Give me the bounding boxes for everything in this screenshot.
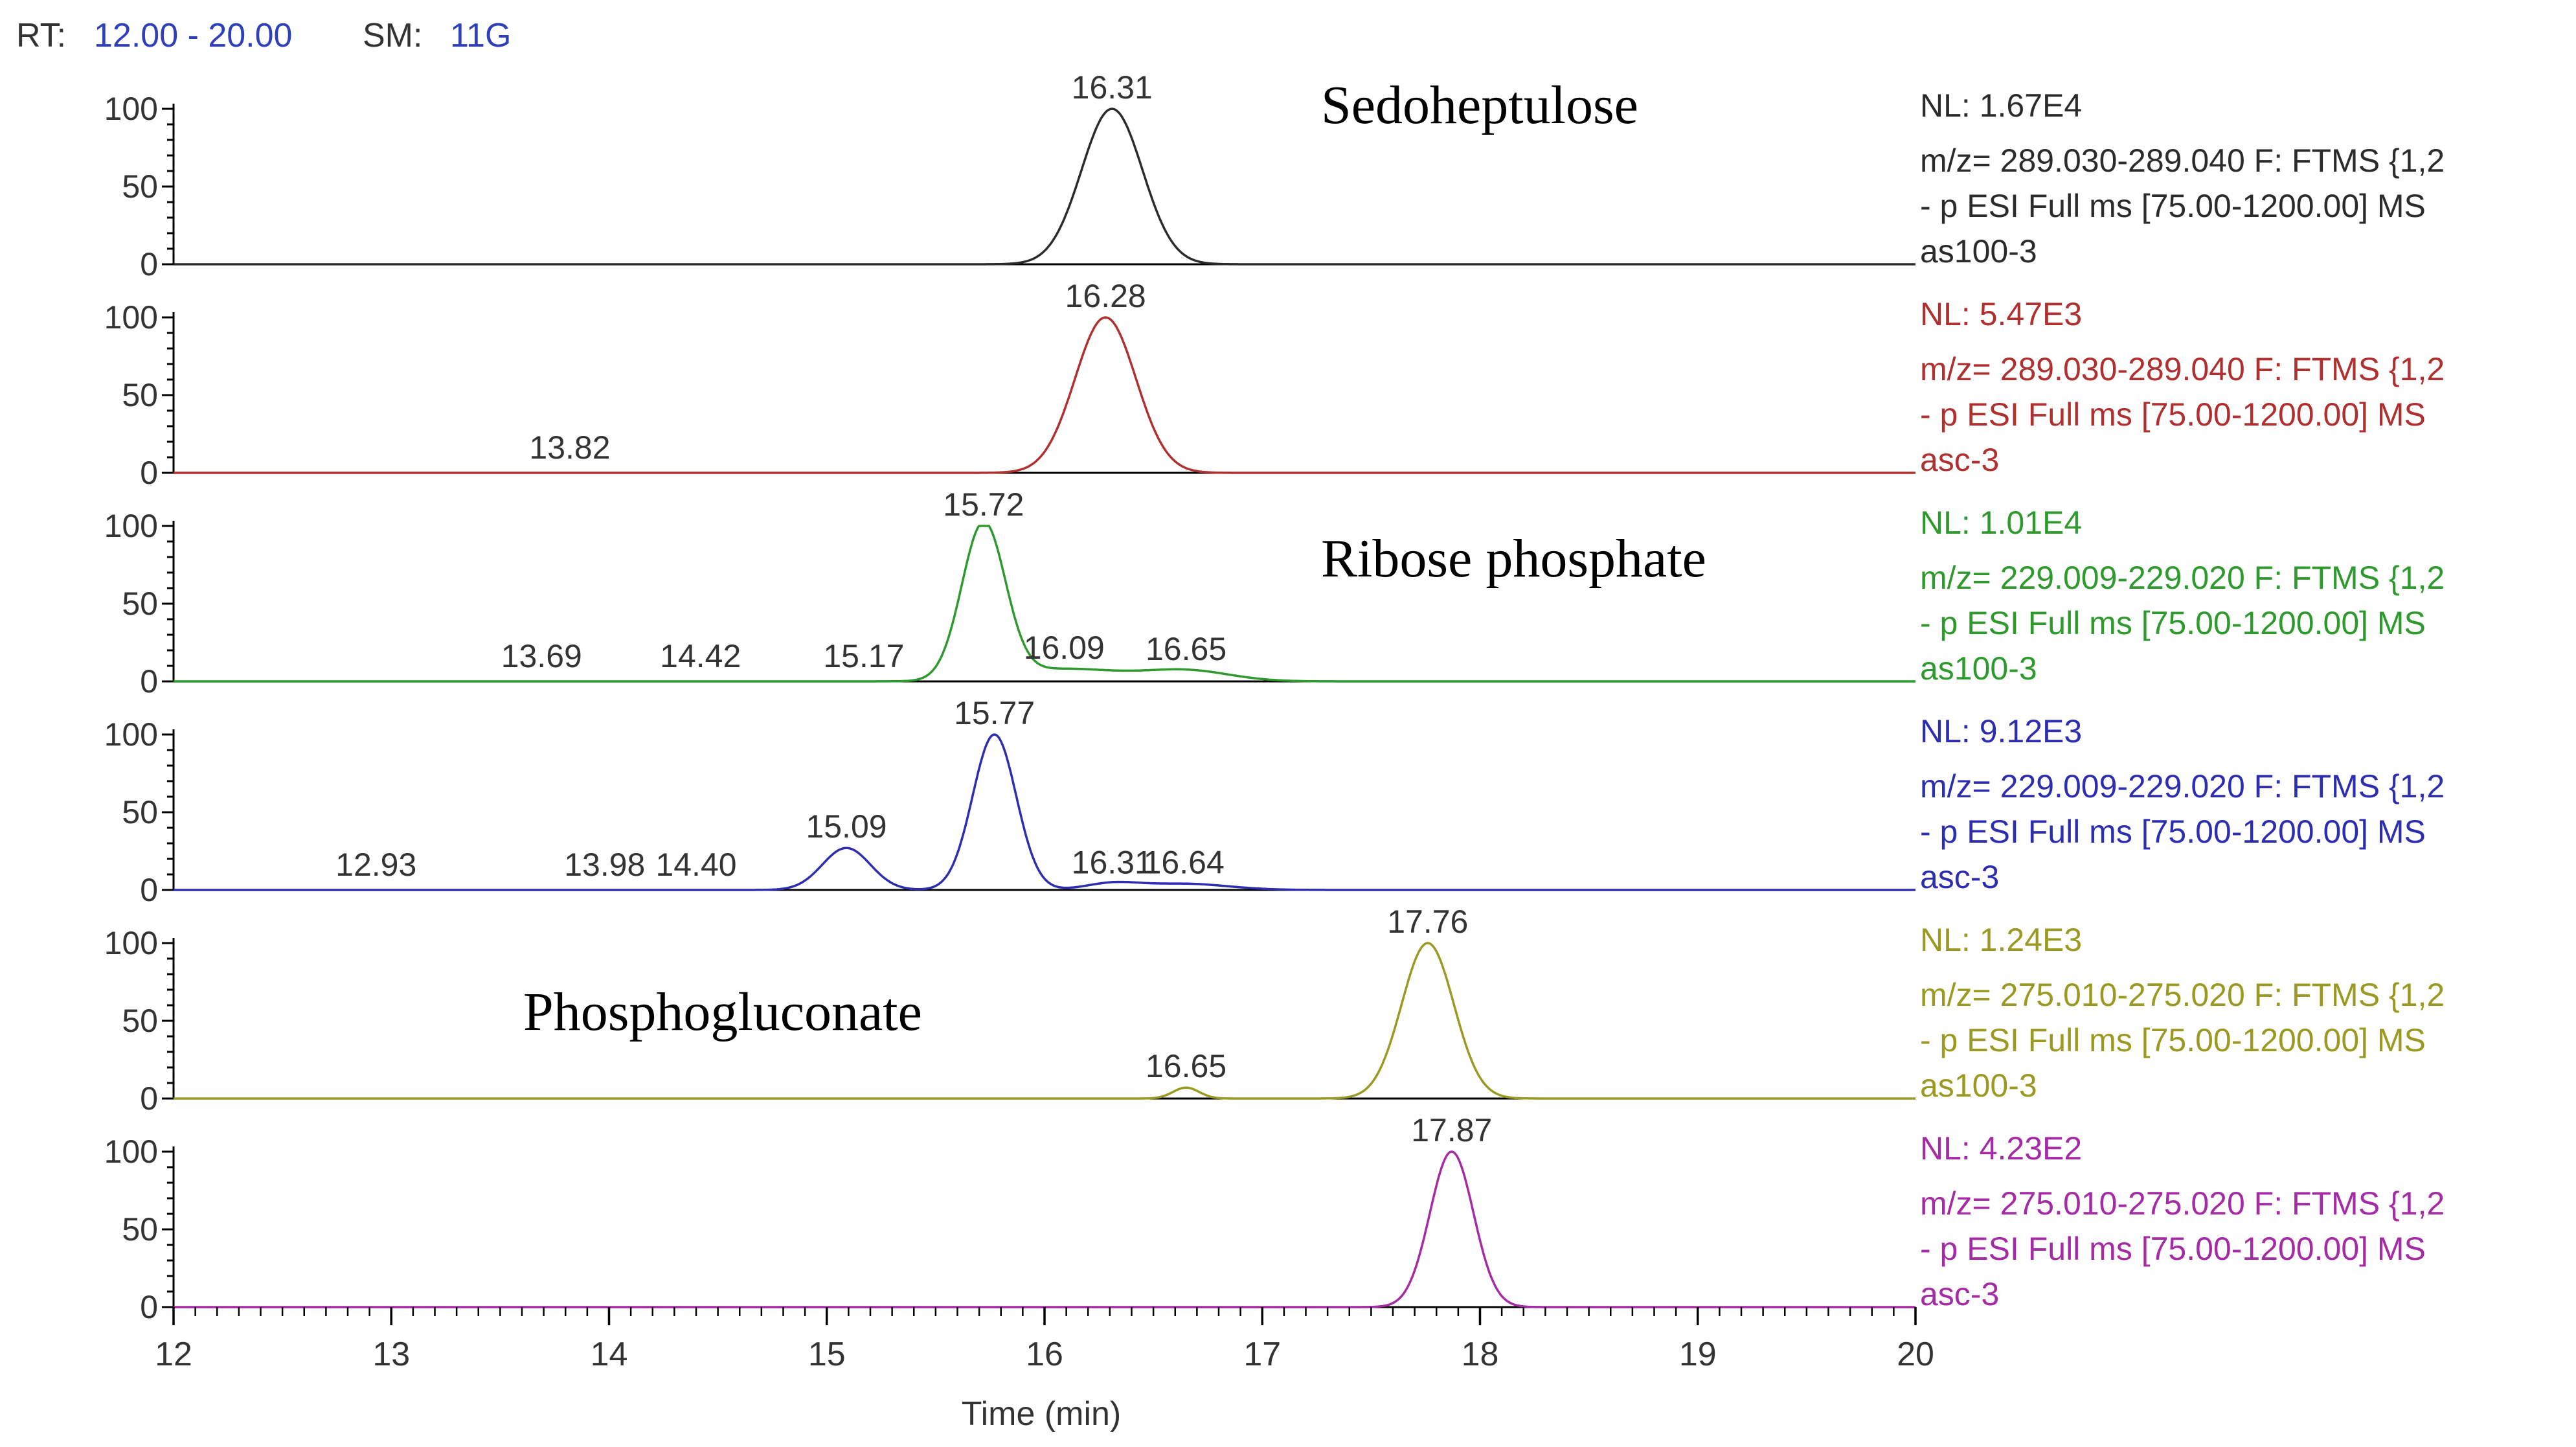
trace-info: NL: 1.24E3 m/z= 275.010-275.020 F: FTMS {… <box>1920 922 2445 1104</box>
peak-label: 15.72 <box>943 486 1024 523</box>
peak-label: 16.31 <box>1072 844 1153 880</box>
sample-name: asc-3 <box>1920 442 1999 478</box>
peak-label: 16.65 <box>1146 631 1226 667</box>
y-tick-label: 0 <box>140 872 158 908</box>
trace-info: NL: 4.23E2 m/z= 275.010-275.020 F: FTMS {… <box>1920 1130 2445 1312</box>
filter-line-1: m/z= 275.010-275.020 F: FTMS {1,2 <box>1920 1185 2445 1222</box>
peak-label: 16.65 <box>1146 1048 1226 1084</box>
sample-name: as100-3 <box>1920 1067 2037 1104</box>
y-tick-label: 0 <box>140 246 158 282</box>
peak-label: 16.31 <box>1072 69 1153 106</box>
y-tick-label: 100 <box>104 925 158 961</box>
y-tick-label: 50 <box>122 794 158 830</box>
x-tick-label: 13 <box>372 1336 410 1373</box>
filter-line-2: - p ESI Full ms [75.00-1200.00] MS <box>1920 1231 2426 1267</box>
x-tick-label: 17 <box>1243 1336 1281 1373</box>
y-tick-label: 50 <box>122 1003 158 1039</box>
y-tick-label: 50 <box>122 586 158 622</box>
filter-line-2: - p ESI Full ms [75.00-1200.00] MS <box>1920 396 2426 433</box>
filter-line-1: m/z= 229.009-229.020 F: FTMS {1,2 <box>1920 768 2445 804</box>
filter-line-2: - p ESI Full ms [75.00-1200.00] MS <box>1920 605 2426 641</box>
x-tick-label: 18 <box>1462 1336 1499 1373</box>
y-tick-label: 50 <box>122 168 158 205</box>
x-tick-label: 16 <box>1026 1336 1063 1373</box>
minor-peak-label: 14.40 <box>655 847 736 883</box>
chromatogram-panel: 0 50 100 16.65 17.76 Phosphogluconate NL: 1.24… <box>104 904 2445 1117</box>
peak-label: 16.09 <box>1024 630 1105 666</box>
peak-label: 15.77 <box>954 695 1035 731</box>
y-tick-label: 100 <box>104 1134 158 1170</box>
y-tick-label: 100 <box>104 508 158 544</box>
sample-name: as100-3 <box>1920 233 2037 269</box>
y-tick-label: 50 <box>122 1211 158 1248</box>
peak-label: 16.64 <box>1144 844 1225 880</box>
y-tick-label: 50 <box>122 377 158 413</box>
trace-info: NL: 9.12E3 m/z= 229.009-229.020 F: FTMS {… <box>1920 713 2445 895</box>
y-tick-label: 100 <box>104 299 158 336</box>
nl-value: NL: 1.24E3 <box>1920 922 2082 958</box>
x-tick-label: 15 <box>808 1336 846 1373</box>
trace-line <box>174 733 1915 891</box>
peak-label: 15.09 <box>806 808 887 845</box>
compound-annotation: Phosphogluconate <box>523 982 922 1042</box>
filter-line-2: - p ESI Full ms [75.00-1200.00] MS <box>1920 814 2426 850</box>
y-tick-label: 100 <box>104 91 158 127</box>
trace-info: NL: 1.01E4 m/z= 229.009-229.020 F: FTMS {… <box>1920 505 2445 687</box>
x-axis-title: Time (min) <box>962 1395 1122 1433</box>
y-tick-label: 0 <box>140 455 158 491</box>
nl-value: NL: 9.12E3 <box>1920 713 2082 749</box>
filter-line-1: m/z= 289.030-289.040 F: FTMS {1,2 <box>1920 142 2445 179</box>
trace-line <box>174 316 1915 474</box>
nl-value: NL: 1.01E4 <box>1920 505 2082 541</box>
sample-name: asc-3 <box>1920 1276 1999 1312</box>
minor-peak-label: 14.42 <box>660 638 741 674</box>
minor-peak-label: 13.69 <box>501 638 582 674</box>
filter-line-2: - p ESI Full ms [75.00-1200.00] MS <box>1920 188 2426 224</box>
compound-annotation: Sedoheptulose <box>1321 75 1638 135</box>
y-tick-label: 0 <box>140 663 158 700</box>
nl-value: NL: 5.47E3 <box>1920 296 2082 332</box>
rt-label: RT: <box>16 17 66 54</box>
rt-range: 12.00 - 20.00 <box>94 17 292 54</box>
minor-peak-label: 12.93 <box>335 847 416 883</box>
trace-info: NL: 5.47E3 m/z= 289.030-289.040 F: FTMS {… <box>1920 296 2445 478</box>
compound-annotation: Ribose phosphate <box>1321 529 1706 589</box>
filter-line-1: m/z= 289.030-289.040 F: FTMS {1,2 <box>1920 351 2445 387</box>
trace-line <box>174 108 1915 266</box>
sample-name: asc-3 <box>1920 859 1999 895</box>
peak-label: 17.76 <box>1387 904 1468 940</box>
peak-label: 16.28 <box>1065 278 1146 314</box>
sm-value: 11G <box>450 17 511 54</box>
filter-line-1: m/z= 229.009-229.020 F: FTMS {1,2 <box>1920 560 2445 596</box>
filter-line-1: m/z= 275.010-275.020 F: FTMS {1,2 <box>1920 977 2445 1013</box>
chromatogram-panel: 0 50 100 16.31 Sedoheptulose NL: 1.67E4 m/z= 2… <box>104 69 2445 282</box>
x-tick-label: 12 <box>155 1336 192 1373</box>
filter-line-2: - p ESI Full ms [75.00-1200.00] MS <box>1920 1022 2426 1058</box>
trace-info: NL: 1.67E4 m/z= 289.030-289.040 F: FTMS {… <box>1920 87 2445 269</box>
trace-line <box>174 1150 1915 1308</box>
sm-label: SM: <box>363 17 422 54</box>
chromatogram-panel: 0 50 100 15.72 16.09 16.65 13.69 14.42 15.17 Ribo… <box>104 486 2445 700</box>
peak-label: 17.87 <box>1411 1112 1492 1148</box>
x-tick-label: 14 <box>591 1336 628 1373</box>
minor-peak-label: 15.17 <box>823 638 904 674</box>
trace-line <box>174 942 1915 1100</box>
y-tick-label: 100 <box>104 716 158 753</box>
minor-peak-label: 13.82 <box>529 429 610 466</box>
trace-line <box>174 525 1915 683</box>
nl-value: NL: 4.23E2 <box>1920 1130 2082 1167</box>
sample-name: as100-3 <box>1920 650 2037 687</box>
y-tick-label: 0 <box>140 1289 158 1325</box>
x-tick-label: 20 <box>1897 1336 1934 1373</box>
chromatogram-panel: 0 50 100 16.28 13.82 NL: 5.47E3 m/z= 289.030-2… <box>104 278 2445 491</box>
x-tick-label: 19 <box>1679 1336 1717 1373</box>
minor-peak-label: 13.98 <box>564 847 645 883</box>
y-tick-label: 0 <box>140 1080 158 1117</box>
chromatogram-panel: 0 50 100 17.87 NL: 4.23E2 m/z= 275.010-275.02… <box>104 1112 2445 1325</box>
nl-value: NL: 1.67E4 <box>1920 87 2082 124</box>
